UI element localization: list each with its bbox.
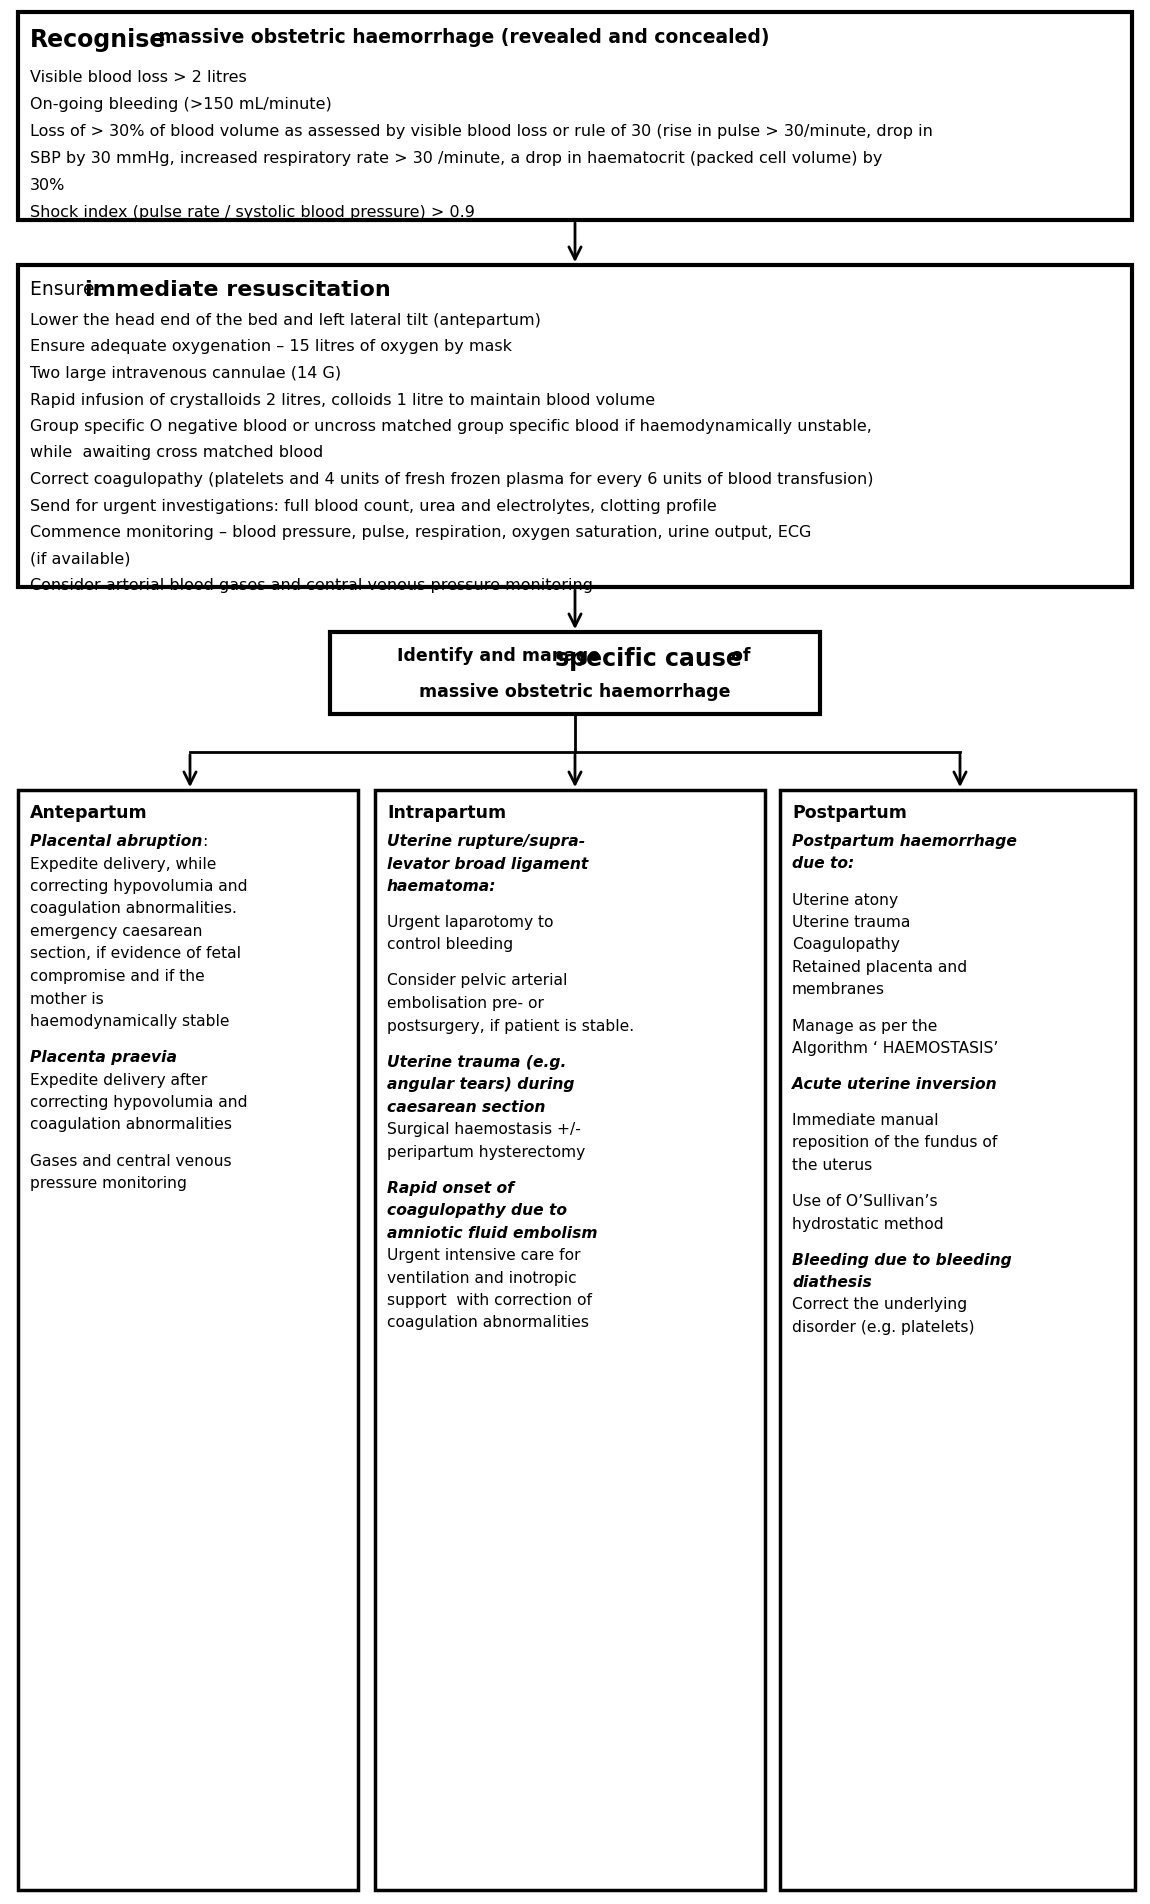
- Text: angular tears) during: angular tears) during: [388, 1078, 575, 1093]
- Bar: [780, 790, 1135, 1891]
- Text: Shock index (pulse rate / systolic blood pressure) > 0.9: Shock index (pulse rate / systolic blood…: [30, 206, 475, 221]
- Text: of: of: [724, 647, 751, 664]
- Text: Correct coagulopathy (platelets and 4 units of fresh frozen plasma for every 6 u: Correct coagulopathy (platelets and 4 un…: [30, 472, 874, 487]
- Text: Intrapartum: Intrapartum: [388, 803, 506, 823]
- Text: Loss of > 30% of blood volume as assessed by visible blood loss or rule of 30 (r: Loss of > 30% of blood volume as assesse…: [30, 124, 933, 139]
- Text: Uterine rupture/supra-: Uterine rupture/supra-: [388, 834, 585, 849]
- Text: Ensure: Ensure: [30, 280, 100, 299]
- Text: Two large intravenous cannulae (14 G): Two large intravenous cannulae (14 G): [30, 366, 342, 381]
- Text: haematoma:: haematoma:: [388, 880, 497, 895]
- Text: specific cause: specific cause: [555, 647, 742, 670]
- Text: Acute uterine inversion: Acute uterine inversion: [792, 1078, 997, 1093]
- Text: :: :: [202, 834, 208, 849]
- Text: Expedite delivery, while: Expedite delivery, while: [30, 857, 216, 872]
- Text: Uterine trauma (e.g.: Uterine trauma (e.g.: [388, 1055, 566, 1070]
- Bar: [18, 265, 1132, 586]
- Text: Coagulopathy: Coagulopathy: [792, 937, 900, 952]
- Text: (if available): (if available): [30, 552, 130, 567]
- Text: Group specific O negative blood or uncross matched group specific blood if haemo: Group specific O negative blood or uncro…: [30, 419, 872, 434]
- Text: Uterine atony: Uterine atony: [792, 893, 898, 908]
- Text: ventilation and inotropic: ventilation and inotropic: [388, 1270, 576, 1285]
- Text: compromise and if the: compromise and if the: [30, 969, 205, 984]
- Text: massive obstetric haemorrhage: massive obstetric haemorrhage: [420, 684, 730, 701]
- Text: Antepartum: Antepartum: [30, 803, 147, 823]
- Text: Rapid infusion of crystalloids 2 litres, colloids 1 litre to maintain blood volu: Rapid infusion of crystalloids 2 litres,…: [30, 392, 655, 407]
- Text: Bleeding due to bleeding: Bleeding due to bleeding: [792, 1253, 1012, 1268]
- Text: Postpartum: Postpartum: [792, 803, 907, 823]
- Text: Commence monitoring – blood pressure, pulse, respiration, oxygen saturation, uri: Commence monitoring – blood pressure, pu…: [30, 526, 812, 541]
- Text: Placental abruption: Placental abruption: [30, 834, 202, 849]
- Text: correcting hypovolumia and: correcting hypovolumia and: [30, 880, 247, 895]
- Text: coagulopathy due to: coagulopathy due to: [388, 1203, 567, 1219]
- Text: Identify and manage: Identify and manage: [397, 647, 606, 664]
- Text: coagulation abnormalities: coagulation abnormalities: [388, 1316, 589, 1331]
- Text: Urgent intensive care for: Urgent intensive care for: [388, 1247, 581, 1262]
- Text: embolisation pre- or: embolisation pre- or: [388, 996, 544, 1011]
- Text: Manage as per the: Manage as per the: [792, 1019, 937, 1034]
- Text: Recognise: Recognise: [30, 29, 167, 51]
- Text: Urgent laparotomy to: Urgent laparotomy to: [388, 916, 553, 929]
- Text: Algorithm ‘ HAEMOSTASIS’: Algorithm ‘ HAEMOSTASIS’: [792, 1041, 998, 1057]
- Text: the uterus: the uterus: [792, 1158, 872, 1173]
- Text: reposition of the fundus of: reposition of the fundus of: [792, 1135, 997, 1150]
- Text: On-going bleeding (>150 mL/minute): On-going bleeding (>150 mL/minute): [30, 97, 331, 112]
- Text: Consider arterial blood gases and central venous pressure monitoring: Consider arterial blood gases and centra…: [30, 579, 593, 592]
- Text: levator broad ligament: levator broad ligament: [388, 857, 589, 872]
- Text: Placenta praevia: Placenta praevia: [30, 1049, 177, 1064]
- Text: postsurgery, if patient is stable.: postsurgery, if patient is stable.: [388, 1019, 634, 1034]
- Text: support  with correction of: support with correction of: [388, 1293, 592, 1308]
- Text: caesarean section: caesarean section: [388, 1099, 545, 1114]
- Text: Postpartum haemorrhage: Postpartum haemorrhage: [792, 834, 1017, 849]
- Bar: [375, 790, 765, 1891]
- Text: Lower the head end of the bed and left lateral tilt (antepartum): Lower the head end of the bed and left l…: [30, 312, 540, 327]
- Text: Surgical haemostasis +/-: Surgical haemostasis +/-: [388, 1121, 581, 1137]
- Text: haemodynamically stable: haemodynamically stable: [30, 1015, 230, 1028]
- Text: Uterine trauma: Uterine trauma: [792, 916, 911, 929]
- Text: Visible blood loss > 2 litres: Visible blood loss > 2 litres: [30, 70, 247, 86]
- Text: Ensure adequate oxygenation – 15 litres of oxygen by mask: Ensure adequate oxygenation – 15 litres …: [30, 339, 512, 354]
- Text: pressure monitoring: pressure monitoring: [30, 1177, 186, 1192]
- Text: 30%: 30%: [30, 177, 66, 192]
- Text: Rapid onset of: Rapid onset of: [388, 1180, 514, 1196]
- Text: Expedite delivery after: Expedite delivery after: [30, 1072, 207, 1087]
- Text: diathesis: diathesis: [792, 1276, 872, 1291]
- Text: Correct the underlying: Correct the underlying: [792, 1297, 967, 1312]
- Text: membranes: membranes: [792, 982, 886, 998]
- Text: Use of O’Sullivan’s: Use of O’Sullivan’s: [792, 1194, 937, 1209]
- Text: Send for urgent investigations: full blood count, urea and electrolytes, clottin: Send for urgent investigations: full blo…: [30, 499, 716, 514]
- Text: while  awaiting cross matched blood: while awaiting cross matched blood: [30, 446, 323, 461]
- Text: coagulation abnormalities: coagulation abnormalities: [30, 1118, 232, 1133]
- Text: coagulation abnormalities.: coagulation abnormalities.: [30, 901, 237, 916]
- Bar: [330, 632, 820, 714]
- Text: immediate resuscitation: immediate resuscitation: [85, 280, 391, 301]
- Text: correcting hypovolumia and: correcting hypovolumia and: [30, 1095, 247, 1110]
- Text: mother is: mother is: [30, 992, 104, 1007]
- Text: Retained placenta and: Retained placenta and: [792, 960, 967, 975]
- Bar: [18, 790, 358, 1891]
- Text: peripartum hysterectomy: peripartum hysterectomy: [388, 1144, 585, 1160]
- Text: disorder (e.g. platelets): disorder (e.g. platelets): [792, 1319, 974, 1335]
- Text: massive obstetric haemorrhage (revealed and concealed): massive obstetric haemorrhage (revealed …: [152, 29, 769, 48]
- Text: emergency caesarean: emergency caesarean: [30, 923, 202, 939]
- Text: Immediate manual: Immediate manual: [792, 1114, 938, 1127]
- Text: control bleeding: control bleeding: [388, 937, 513, 952]
- Text: section, if evidence of fetal: section, if evidence of fetal: [30, 946, 242, 962]
- Text: hydrostatic method: hydrostatic method: [792, 1217, 944, 1232]
- Text: SBP by 30 mmHg, increased respiratory rate > 30 /minute, a drop in haematocrit (: SBP by 30 mmHg, increased respiratory ra…: [30, 150, 882, 166]
- Text: due to:: due to:: [792, 857, 854, 872]
- Text: Gases and central venous: Gases and central venous: [30, 1154, 231, 1169]
- Bar: [18, 11, 1132, 221]
- Text: Consider pelvic arterial: Consider pelvic arterial: [388, 973, 567, 988]
- Text: amniotic fluid embolism: amniotic fluid embolism: [388, 1226, 598, 1241]
